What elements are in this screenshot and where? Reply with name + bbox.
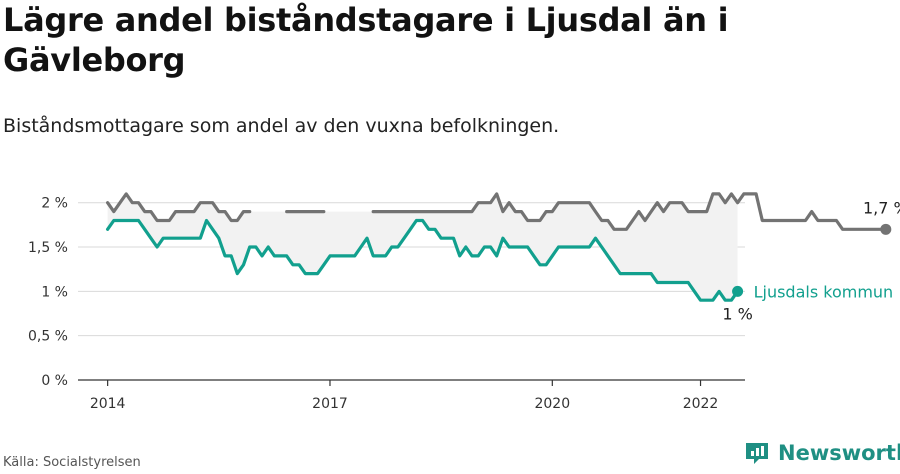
source-note: Källa: Socialstyrelsen: [3, 455, 141, 470]
line-chart: 0 %0,5 %1 %1,5 %2 %2014201720202022Gävle…: [28, 192, 900, 412]
brand-name: Newsworthy: [778, 441, 900, 465]
end-value-label: 1 %: [722, 304, 752, 323]
end-point-marker: [732, 285, 744, 297]
y-tick-label: 1,5 %: [28, 240, 68, 256]
county-line: [106, 192, 888, 231]
y-tick-label: 0 %: [41, 373, 68, 389]
chart-title: Lägre andel biståndstagare i Ljusdal än …: [3, 1, 729, 79]
y-tick-label: 0,5 %: [28, 329, 68, 345]
newsworthy-logo-icon: [746, 443, 768, 464]
x-tick-label: 2020: [534, 396, 570, 412]
x-tick-label: 2014: [90, 396, 126, 412]
chart-subtitle: Biståndsmottagare som andel av den vuxna…: [3, 115, 560, 137]
y-tick-label: 1 %: [41, 284, 68, 300]
x-tick-label: 2017: [312, 396, 348, 412]
x-tick-label: 2022: [683, 396, 719, 412]
end-point-marker: [880, 223, 892, 235]
series-name-label: Ljusdals kommun: [754, 282, 894, 301]
municipality-line: [106, 218, 740, 302]
difference-band: [107, 193, 738, 301]
y-tick-label: 2 %: [41, 196, 68, 212]
end-value-label: 1,7 %: [863, 198, 900, 217]
newsworthy-brand: Newsworthy: [744, 440, 900, 466]
